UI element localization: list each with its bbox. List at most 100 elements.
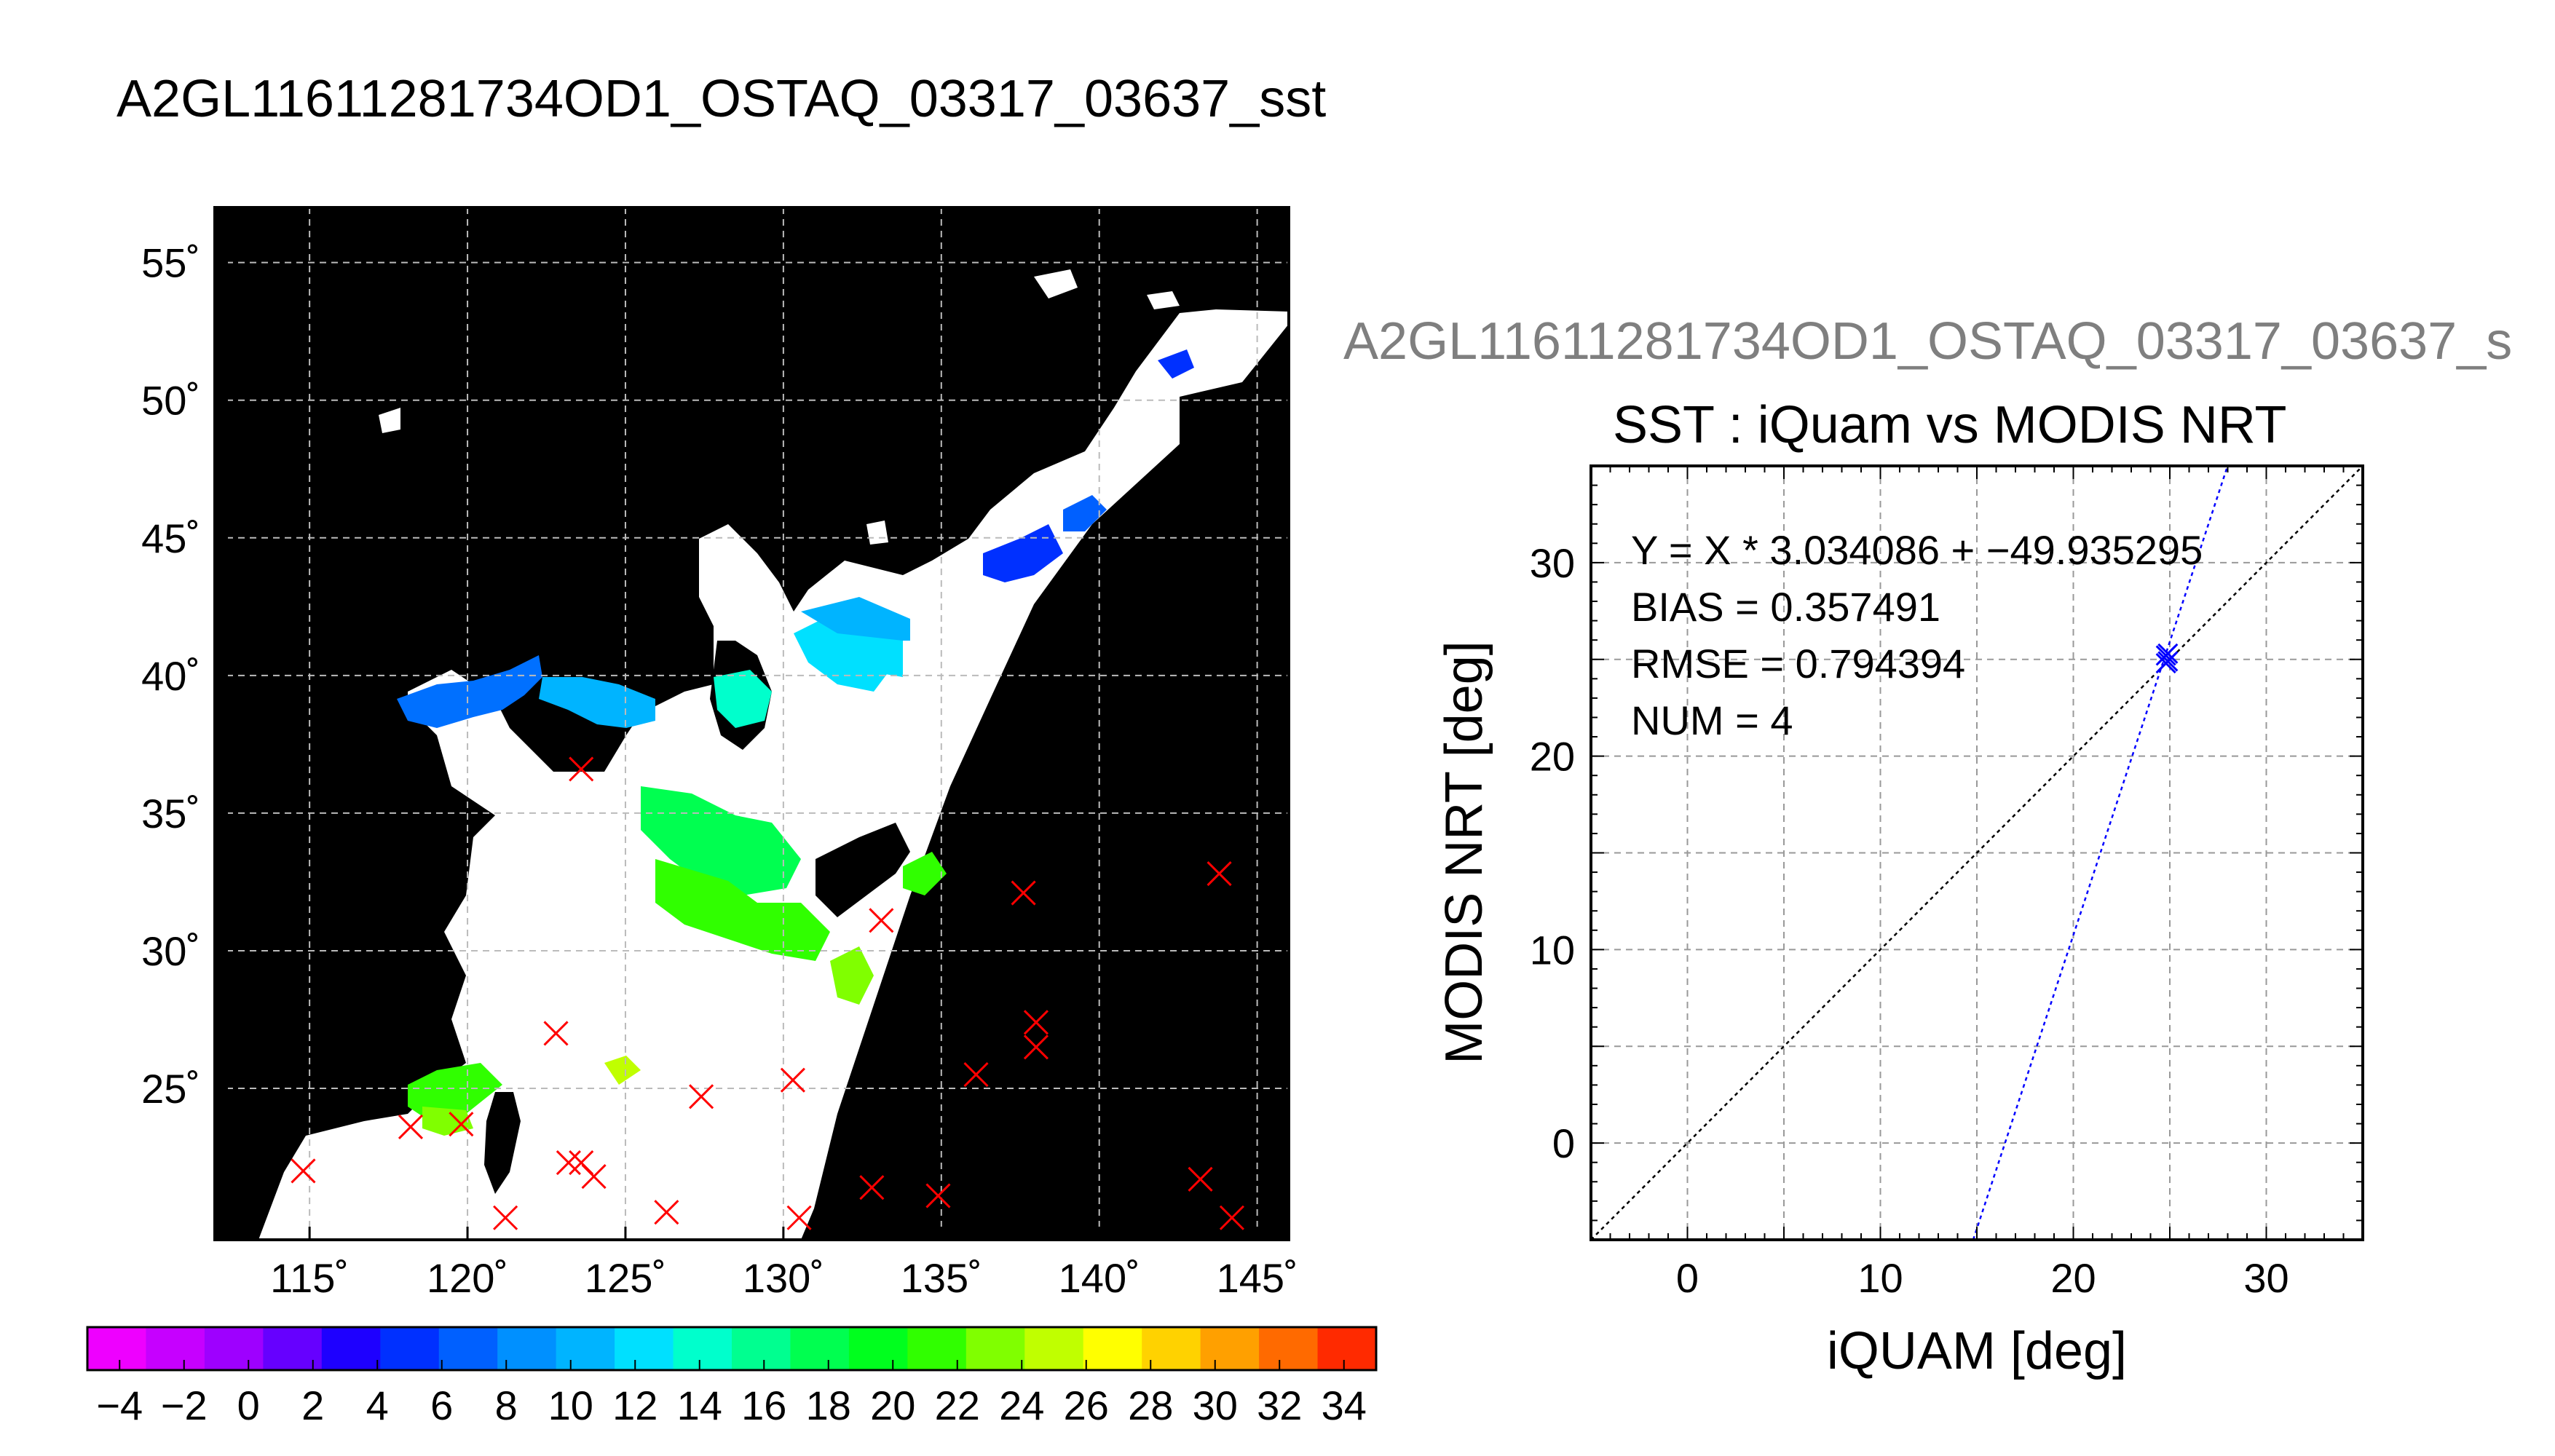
figure-title: A2GL11611281734OD1_OSTAQ_03317_03637_sst: [117, 70, 1327, 128]
map-x-tick-label: 125˚: [585, 1255, 666, 1301]
map-x-tick-label: 120˚: [427, 1255, 508, 1301]
colorbar-bin: [673, 1327, 732, 1370]
colorbar-tick-label: 18: [806, 1382, 851, 1428]
map-x-tick-label: 130˚: [743, 1255, 824, 1301]
colorbar-bin: [556, 1327, 615, 1370]
identity-line: [1591, 466, 2363, 1240]
insitu-marker: [925, 1183, 951, 1208]
colorbar-tick-label: 24: [999, 1382, 1044, 1428]
colorbar-bin: [848, 1327, 909, 1370]
colorbar-tick-label: 20: [870, 1382, 915, 1428]
insitu-marker: [581, 1163, 607, 1190]
point-stroke: [2157, 643, 2179, 664]
colorbar-bin: [204, 1327, 264, 1370]
marker-stroke: [543, 1021, 569, 1046]
insitu-marker: [654, 1200, 679, 1225]
scatter-y-tick-label: 20: [1530, 734, 1575, 780]
map-y-tick-label: 50˚: [141, 378, 200, 424]
scatter-point: [2157, 643, 2179, 664]
sst-field: [258, 269, 1289, 1240]
scatter-subtitle: A2GL11611281734OD1_OSTAQ_03317_03637_s: [1343, 312, 2513, 371]
colorbar-tick-label: 28: [1128, 1382, 1173, 1428]
marker-stroke: [569, 1150, 594, 1176]
map-y-tick-label: 25˚: [141, 1066, 200, 1112]
insitu-marker: [786, 1205, 812, 1230]
colorbar-bin: [321, 1327, 382, 1370]
marker-stroke: [859, 1175, 885, 1200]
colorbar-tick-label: 0: [237, 1382, 260, 1428]
colorbar-bin: [1024, 1327, 1084, 1370]
marker-stroke: [654, 1200, 679, 1225]
taiwan-landmass: [484, 1092, 521, 1194]
marker-stroke: [581, 1163, 607, 1190]
colorbar-tick-label: 12: [612, 1382, 657, 1428]
colorbar-tick-label: 32: [1257, 1382, 1302, 1428]
x-axis-label: iQUAM [deg]: [1827, 1322, 2127, 1380]
insitu-markers: [291, 756, 1244, 1230]
colorbar-tick-label: 22: [935, 1382, 980, 1428]
colorbar-tick-label: 6: [430, 1382, 453, 1428]
colorbar-bin: [497, 1327, 557, 1370]
marker-stroke: [1219, 1205, 1244, 1230]
scatter-lines: [1591, 466, 2363, 1240]
marker-stroke: [1188, 1166, 1213, 1192]
scatter-panel: SST : iQuam vs MODIS NRT 0 10 20 300102030 …: [1435, 396, 2364, 1380]
map-tick-labels: 115˚ 120˚ 125˚ 130˚ 135˚ 140˚ 145˚ 25˚ 30˚ 35˚ 40˚…: [141, 240, 1298, 1301]
insitu-marker: [569, 756, 594, 782]
colorbar-tick-label: 8: [495, 1382, 518, 1428]
colorbar-tick-label: 34: [1322, 1382, 1367, 1428]
colorbar-bin: [380, 1327, 440, 1370]
japan-landmass: [816, 823, 910, 917]
scatter-point: [2157, 651, 2179, 672]
map-y-tick-label: 30˚: [141, 928, 200, 974]
regression-line: [1972, 466, 2229, 1240]
colorbar-tick-label: −2: [161, 1382, 208, 1428]
colorbar-tick-label: 14: [677, 1382, 722, 1428]
scatter-x-tick-label: 10: [1857, 1255, 1903, 1301]
land-fragment: [866, 521, 888, 545]
insitu-marker: [1023, 1010, 1049, 1035]
scatter-y-tick-label: 30: [1530, 540, 1575, 586]
num-stat: NUM = 4: [1631, 697, 1793, 743]
colorbar-tick-label: 30: [1193, 1382, 1238, 1428]
colorbar-tick-label: 2: [301, 1382, 324, 1428]
insitu-marker: [291, 1158, 316, 1184]
scatter-x-tick-label: 20: [2050, 1255, 2096, 1301]
marker-stroke: [398, 1114, 424, 1140]
colorbar-tick-label: −4: [96, 1382, 143, 1428]
colorbar-bin: [438, 1327, 498, 1370]
colorbar-bin: [87, 1327, 147, 1370]
scatter-y-tick-label: 0: [1552, 1120, 1575, 1166]
marker-stroke: [556, 1150, 581, 1176]
y-axis-label: MODIS NRT [deg]: [1435, 641, 1493, 1064]
map-y-tick-label: 40˚: [141, 653, 200, 699]
marker-stroke: [780, 1067, 805, 1093]
map-y-tick-label: 45˚: [141, 515, 200, 561]
colorbar-bin: [1083, 1327, 1142, 1370]
insitu-marker: [1023, 1034, 1049, 1060]
land-fragment: [1147, 291, 1180, 309]
colorbar-bin: [732, 1327, 791, 1370]
insitu-marker: [449, 1112, 474, 1137]
map-frame: [213, 206, 1290, 1241]
bias-stat: BIAS = 0.357491: [1631, 584, 1940, 630]
point-stroke: [2157, 651, 2179, 672]
sst-patches: [397, 349, 1194, 1136]
scatter-gridlines: [1591, 466, 2363, 1240]
colorbar-bin: [146, 1327, 205, 1370]
insitu-marker: [543, 1021, 569, 1046]
marker-stroke: [449, 1112, 474, 1137]
colorbar-bin: [1200, 1327, 1260, 1370]
insitu-marker: [963, 1062, 989, 1088]
map-gridlines: [215, 207, 1289, 1240]
colorbar-tick-label: 4: [366, 1382, 389, 1428]
insitu-marker: [780, 1067, 805, 1093]
marker-stroke: [569, 756, 594, 782]
scatter-ticks: 0 10 20 30 0 10 20 30: [1530, 465, 2364, 1301]
map-x-tick-label: 145˚: [1217, 1255, 1298, 1301]
map-panel: 115˚ 120˚ 125˚ 130˚ 135˚ 140˚ 145˚ 25˚ 30˚ 35˚ 40˚…: [141, 206, 1298, 1301]
colorbar-tick-label: 16: [741, 1382, 786, 1428]
insitu-marker: [869, 908, 894, 933]
insitu-marker: [1011, 880, 1036, 906]
